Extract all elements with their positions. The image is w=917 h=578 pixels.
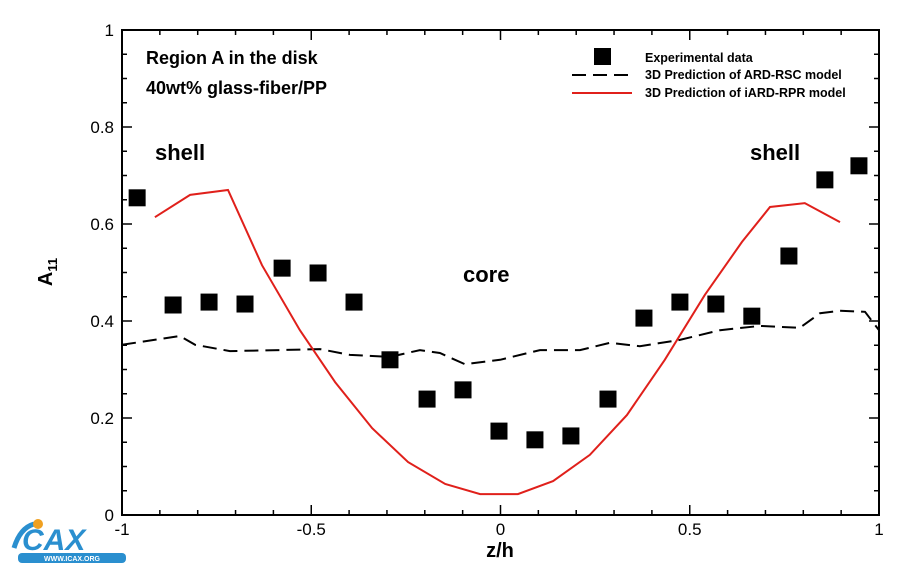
- legend-label-iard-rpr: 3D Prediction of iARD-RPR model: [645, 86, 846, 100]
- y-axis-label: A11: [35, 258, 60, 286]
- series-line-3d-prediction-of-ard-rsc-model: [121, 309, 880, 366]
- data-point: [345, 293, 363, 311]
- data-point: [490, 422, 508, 440]
- data-point: [816, 171, 834, 189]
- y-tick-label: 0.8: [90, 118, 114, 137]
- data-point: [164, 296, 182, 314]
- data-point: [273, 259, 291, 277]
- legend-marker-experimental: [594, 48, 611, 65]
- y-tick-label: 0.6: [90, 215, 114, 234]
- data-point: [236, 295, 254, 313]
- annotation-material: 40wt% glass-fiber/PP: [146, 78, 327, 98]
- data-point: [850, 157, 868, 175]
- legend: Experimental data 3D Prediction of ARD-R…: [572, 48, 846, 100]
- data-point: [671, 293, 689, 311]
- y-tick-label: 1: [105, 21, 114, 40]
- data-point: [128, 189, 146, 207]
- series-line-3d-prediction-of-iard-rpr-model: [154, 188, 841, 496]
- y-tick-label: 0.2: [90, 409, 114, 428]
- legend-label-experimental: Experimental data: [645, 51, 754, 65]
- data-point: [707, 295, 725, 313]
- data-point: [599, 390, 617, 408]
- experimental-points: [128, 157, 868, 449]
- icax-logo: CAX WWW.ICAX.ORG: [11, 519, 126, 563]
- series-lines: [121, 188, 880, 496]
- data-point: [780, 247, 798, 265]
- x-tick-label: 0.5: [678, 520, 702, 539]
- plot-frame: [121, 29, 880, 516]
- svg-text:CAX: CAX: [22, 524, 87, 557]
- annotation-shell-right: shell: [750, 140, 800, 165]
- data-point: [309, 264, 327, 282]
- data-point: [526, 431, 544, 449]
- x-tick-label: -1: [114, 520, 129, 539]
- data-point: [200, 293, 218, 311]
- annotation-core: core: [463, 262, 509, 287]
- data-point: [562, 427, 580, 445]
- data-point: [635, 309, 653, 327]
- x-tick-label: -0.5: [297, 520, 326, 539]
- y-tick-label: 0.4: [90, 312, 114, 331]
- data-point: [743, 307, 761, 325]
- data-point: [381, 351, 399, 369]
- x-tick-label: 0: [496, 520, 505, 539]
- legend-label-ard-rsc: 3D Prediction of ARD-RSC model: [645, 68, 842, 82]
- x-axis-label: z/h: [486, 540, 514, 562]
- y-tick-label: 0: [105, 506, 114, 525]
- annotation-region: Region A in the disk: [146, 48, 319, 68]
- tick-labels: -1 -0.5 0 0.5 1 0 0.2 0.4 0.6 0.8 1: [90, 21, 883, 539]
- svg-text:WWW.ICAX.ORG: WWW.ICAX.ORG: [44, 556, 101, 563]
- data-point: [418, 390, 436, 408]
- annotation-shell-left: shell: [155, 140, 205, 165]
- x-tick-label: 1: [874, 520, 883, 539]
- data-point: [454, 381, 472, 399]
